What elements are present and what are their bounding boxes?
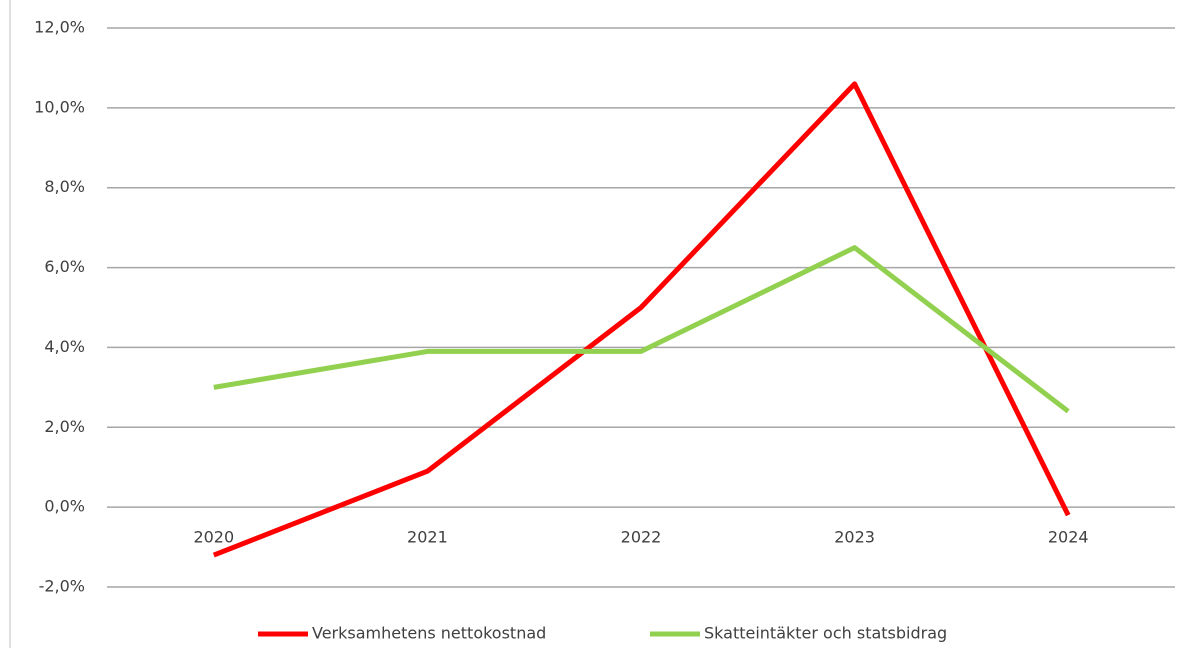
legend-label: Skatteintäkter och statsbidrag (704, 624, 947, 643)
x-tick-label: 2023 (834, 528, 875, 547)
series-line (212, 81, 1071, 558)
y-tick-label: 6,0% (44, 257, 85, 276)
y-tick-label: 10,0% (34, 97, 85, 116)
y-tick-label: 12,0% (34, 18, 85, 37)
x-tick-label: 2022 (621, 528, 662, 547)
x-tick-label: 2020 (193, 528, 234, 547)
y-tick-label: 0,0% (44, 497, 85, 516)
y-tick-label: -2,0% (39, 577, 85, 596)
x-tick-label: 2021 (407, 528, 448, 547)
x-tick-label: 2024 (1048, 528, 1089, 547)
series-line (213, 245, 1070, 414)
y-tick-label: 8,0% (44, 177, 85, 196)
legend-label: Verksamhetens nettokostnad (312, 624, 546, 643)
y-tick-label: 4,0% (44, 337, 85, 356)
y-tick-label: 2,0% (44, 417, 85, 436)
